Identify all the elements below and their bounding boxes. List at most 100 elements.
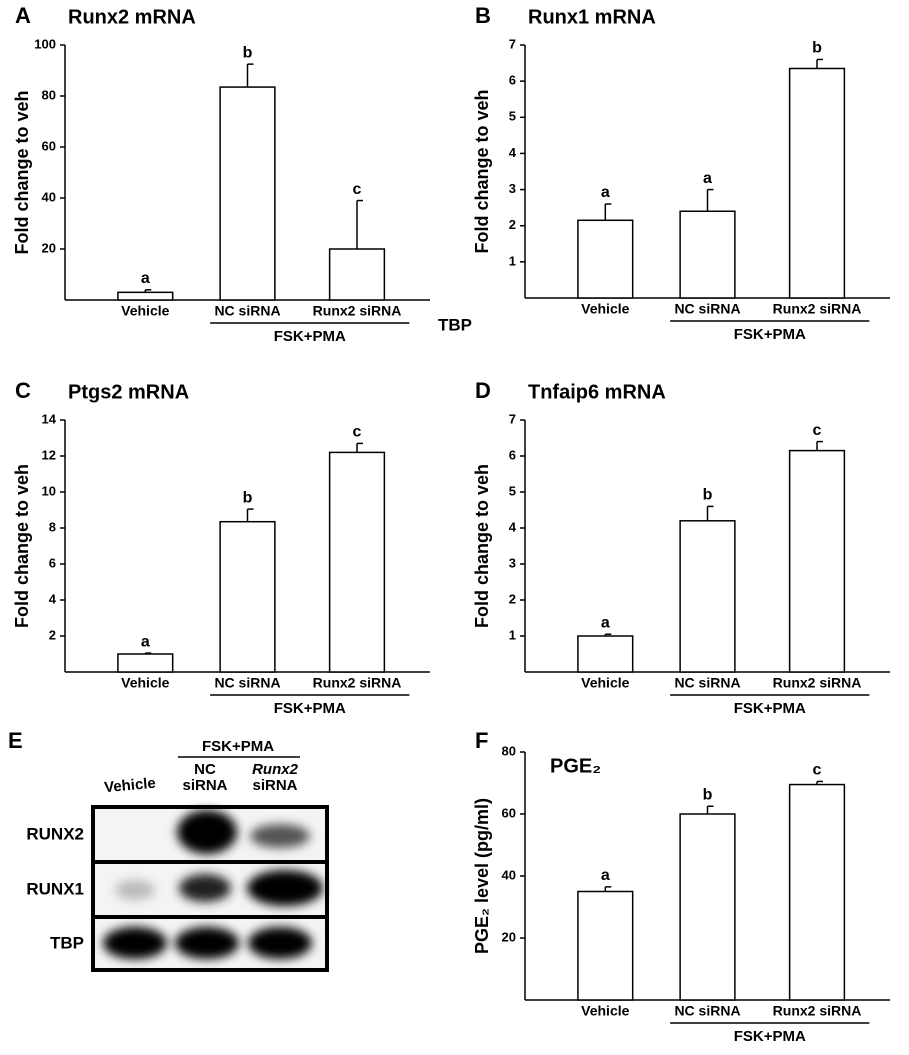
y-tick-label: 60 — [42, 138, 56, 153]
chart-title: Runx1 mRNA — [528, 6, 656, 28]
x-tick-label: Runx2 siRNA — [313, 675, 402, 691]
x-tick-label: Vehicle — [581, 1003, 629, 1019]
bar — [117, 653, 174, 673]
chart-title: Runx2 mRNA — [68, 6, 196, 28]
chart-title: Tnfaip6 mRNA — [528, 381, 666, 403]
x-tick-label: NC siRNA — [674, 675, 740, 691]
y-axis-title: PGE₂ level (pg/ml) — [472, 798, 492, 954]
y-tick-label: 5 — [509, 483, 516, 498]
y-tick-label: 2 — [49, 627, 56, 642]
y-tick-label: 2 — [509, 217, 516, 232]
annotation: TBP — [438, 315, 472, 334]
x-tick-label: NC siRNA — [674, 1003, 740, 1019]
column-label: NC — [194, 761, 216, 778]
row-label: TBP — [50, 933, 84, 952]
group-label: FSK+PMA — [734, 1028, 806, 1045]
column-label: siRNA — [182, 777, 227, 794]
y-tick-label: 20 — [42, 240, 56, 255]
significance-label: b — [812, 40, 822, 57]
panel-label: D — [475, 378, 491, 403]
x-tick-label: Vehicle — [121, 675, 169, 691]
band — [248, 927, 312, 959]
bar — [788, 449, 846, 673]
group-label: FSK+PMA — [202, 738, 274, 755]
band — [250, 824, 310, 848]
significance-label: a — [601, 614, 610, 631]
row-label: RUNX2 — [26, 824, 84, 843]
x-tick-label: NC siRNA — [214, 675, 280, 691]
significance-label: b — [703, 487, 713, 504]
y-tick-label: 10 — [42, 483, 56, 498]
y-axis-title: Fold change to veh — [12, 90, 32, 254]
row-label: RUNX1 — [26, 879, 84, 898]
x-tick-label: Vehicle — [121, 303, 169, 319]
y-tick-label: 1 — [509, 253, 516, 268]
y-tick-label: 100 — [34, 36, 56, 51]
y-tick-label: 20 — [502, 929, 516, 944]
x-tick-label: Runx2 siRNA — [773, 1003, 862, 1019]
group-label: FSK+PMA — [274, 700, 346, 717]
column-label: Runx2 — [252, 761, 299, 778]
bar — [788, 783, 846, 1001]
band — [247, 870, 323, 906]
panel-label: C — [15, 378, 31, 403]
x-tick-label: Vehicle — [581, 675, 629, 691]
y-tick-label: 8 — [49, 519, 56, 534]
band — [179, 874, 231, 902]
band — [177, 810, 237, 854]
group-label: FSK+PMA — [734, 700, 806, 717]
x-tick-label: Vehicle — [581, 301, 629, 317]
bar — [788, 67, 846, 299]
y-tick-label: 6 — [509, 447, 516, 462]
y-tick-label: 4 — [509, 519, 517, 534]
y-tick-label: 3 — [509, 555, 516, 570]
bar — [219, 520, 276, 673]
panel-label: F — [475, 728, 488, 753]
panel-label: A — [15, 3, 31, 28]
x-tick-label: Runx2 siRNA — [773, 675, 862, 691]
significance-label: c — [813, 422, 822, 439]
y-tick-label: 7 — [509, 36, 516, 51]
y-tick-label: 4 — [49, 591, 57, 606]
significance-label: a — [141, 270, 150, 287]
bar — [577, 890, 634, 1001]
significance-label: a — [141, 633, 150, 650]
x-tick-label: NC siRNA — [674, 301, 740, 317]
group-label: FSK+PMA — [274, 328, 346, 345]
y-tick-label: 6 — [509, 73, 516, 88]
y-tick-label: 5 — [509, 109, 516, 124]
significance-label: a — [601, 184, 610, 201]
bar — [577, 219, 634, 299]
x-tick-label: Runx2 siRNA — [313, 303, 402, 319]
significance-label: a — [703, 170, 712, 187]
chart-title: Ptgs2 mRNA — [68, 381, 189, 403]
y-axis-title: Fold change to veh — [472, 89, 492, 253]
y-tick-label: 4 — [509, 145, 517, 160]
panel-label: B — [475, 3, 491, 28]
band — [175, 927, 239, 959]
y-tick-label: 3 — [509, 181, 516, 196]
y-tick-label: 6 — [49, 555, 56, 570]
y-tick-label: 12 — [42, 447, 56, 462]
y-axis-title: Fold change to veh — [12, 464, 32, 628]
chart-title: PGE₂ — [550, 755, 601, 777]
bar — [679, 210, 736, 299]
significance-label: a — [601, 867, 610, 884]
x-tick-label: NC siRNA — [214, 303, 280, 319]
bands — [103, 810, 323, 959]
y-tick-label: 40 — [502, 867, 516, 882]
y-tick-label: 1 — [509, 627, 516, 642]
y-tick-label: 80 — [502, 743, 516, 758]
significance-label: b — [243, 489, 253, 506]
y-tick-label: 7 — [509, 411, 516, 426]
group-label: FSK+PMA — [734, 326, 806, 343]
x-tick-label: Runx2 siRNA — [773, 301, 862, 317]
column-label: siRNA — [252, 777, 297, 794]
panel-label: E — [8, 728, 23, 753]
bar — [117, 291, 174, 301]
y-tick-label: 2 — [509, 591, 516, 606]
significance-label: c — [813, 762, 822, 779]
y-tick-label: 40 — [42, 189, 56, 204]
significance-label: c — [353, 181, 362, 198]
